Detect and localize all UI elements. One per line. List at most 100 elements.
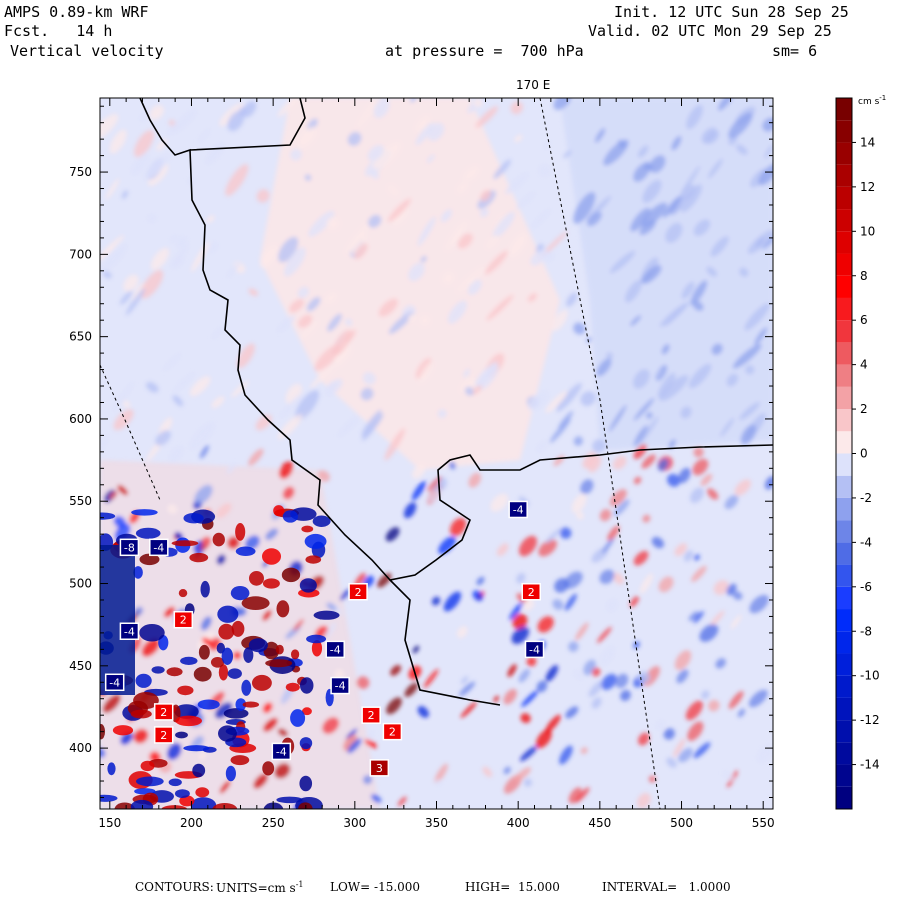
updraft-marker — [153, 726, 174, 744]
plot-area: 2 2 2 2 2 2 2 -8 -4 -4 -4 -4 -4 -4 -4 -4 3 — [100, 98, 773, 809]
colorbar-tick-label: 8 — [860, 269, 868, 283]
x-tick-label: 550 — [752, 816, 775, 830]
y-tick-label: 700 — [69, 247, 92, 261]
feature-label: -4 — [109, 676, 120, 689]
feature-label: 3 — [376, 762, 383, 775]
feature-label: 2 — [180, 614, 187, 627]
coastline-south — [389, 579, 501, 706]
feature-label: -4 — [153, 541, 164, 554]
colorbar-band — [836, 98, 852, 121]
y-tick-label: 550 — [69, 494, 92, 508]
x-tick-label: 500 — [670, 816, 693, 830]
colorbar-band — [836, 364, 852, 387]
colorbar-band — [836, 253, 852, 276]
footer-units: UNITS=cm s-1 — [216, 880, 304, 895]
meridian-line — [539, 98, 661, 809]
updraft-marker — [173, 610, 194, 629]
colorbar-tick-label: 4 — [860, 358, 868, 372]
downdraft-marker — [119, 538, 140, 557]
colorbar-band — [836, 697, 852, 721]
colorbar-band — [836, 231, 852, 254]
forecast-hour: Fcst. 14 h — [4, 22, 113, 40]
y-tick-label: 400 — [69, 741, 92, 755]
colorbar-units: cm s-1 — [858, 94, 887, 107]
colorbar-band — [836, 764, 852, 787]
feature-label: -4 — [529, 643, 540, 656]
field-name: Vertical velocity — [10, 42, 164, 60]
colorbar-tick-label: -14 — [860, 758, 880, 772]
colorbar-tick-label: -8 — [860, 624, 872, 638]
coastline-inner — [189, 98, 306, 151]
feature-label: -4 — [330, 643, 341, 656]
colorbar-band — [836, 431, 852, 454]
colorbar-tick-label: -10 — [860, 669, 880, 683]
y-tick-label: 600 — [69, 412, 92, 426]
feature-label: -4 — [124, 625, 135, 638]
feature-label: 2 — [389, 726, 396, 739]
colorbar-band — [836, 786, 852, 809]
colorbar-band — [836, 209, 852, 232]
colorbar-band — [836, 520, 852, 543]
updraft-marker — [348, 583, 368, 601]
y-tick-label: 500 — [69, 577, 92, 591]
x-tick-label: 250 — [262, 816, 285, 830]
feature-label: 2 — [355, 586, 362, 599]
colorbar-tick-label: 10 — [860, 224, 875, 238]
pressure-level: at pressure = 700 hPa — [385, 42, 584, 60]
colorbar-band — [836, 120, 852, 143]
y-tick-label: 650 — [69, 330, 92, 344]
x-tick-label: 150 — [98, 816, 121, 830]
footer-interval: INTERVAL= 1.0000 — [602, 880, 731, 894]
colorbar-band — [836, 142, 852, 165]
colorbar-tick-label: 6 — [860, 313, 868, 327]
colorbar: -14 -12 -10 -8 -6 -4 -2 0 2 4 6 8 10 12 14 — [835, 97, 880, 810]
downdraft-marker — [149, 538, 169, 557]
colorbar-band — [836, 320, 852, 343]
feature-label: -8 — [124, 541, 135, 554]
x-tick-label: 300 — [343, 816, 366, 830]
y-tick-label: 750 — [69, 165, 92, 179]
colorbar-band — [836, 297, 852, 321]
x-tick-label: 200 — [180, 816, 203, 830]
feature-label: -4 — [276, 745, 287, 758]
meridian-line-west — [100, 364, 161, 501]
colorbar-band — [836, 409, 852, 432]
colorbar-band — [836, 720, 852, 743]
colorbar-tick-label: -12 — [860, 713, 880, 727]
colorbar-band — [836, 475, 852, 498]
downdraft-marker — [330, 676, 350, 695]
colorbar-band — [836, 609, 852, 632]
colorbar-band — [836, 164, 852, 187]
updraft-marker — [153, 703, 174, 721]
init-time: Init. 12 UTC Sun 28 Sep 25 — [614, 3, 849, 21]
x-tick-label: 350 — [425, 816, 448, 830]
colorbar-band — [836, 497, 852, 521]
colorbar-tick-label: -4 — [860, 535, 872, 549]
colorbar-tick-label: -6 — [860, 580, 872, 594]
valid-time: Valid. 02 UTC Mon 29 Sep 25 — [588, 22, 832, 40]
y-tick-label: 450 — [69, 659, 92, 673]
colorbar-band — [836, 186, 852, 210]
downdraft-marker — [325, 640, 345, 659]
feature-label: 2 — [528, 586, 535, 599]
footer-high: HIGH= 15.000 — [465, 880, 560, 894]
updraft-marker — [521, 583, 541, 601]
downdraft-marker — [508, 500, 528, 519]
model-title: AMPS 0.89-km WRF — [4, 3, 149, 21]
colorbar-tick-label: 2 — [860, 402, 868, 416]
colorbar-band — [836, 342, 852, 365]
colorbar-band — [836, 542, 852, 565]
colorbar-tick-label: -2 — [860, 491, 872, 505]
colorbar-tick-label: 0 — [860, 447, 868, 461]
colorbar-tick-label: 12 — [860, 180, 875, 194]
updraft-marker — [369, 759, 390, 777]
coastline — [139, 98, 773, 581]
downdraft-marker — [271, 742, 292, 761]
smoothing-label: sm= 6 — [772, 42, 818, 60]
colorbar-band — [836, 386, 852, 410]
updraft-marker — [361, 706, 381, 724]
colorbar-band — [836, 742, 852, 765]
updraft-marker — [382, 722, 403, 741]
meridian-label: 170 E — [516, 78, 551, 92]
feature-label: -4 — [513, 503, 524, 516]
